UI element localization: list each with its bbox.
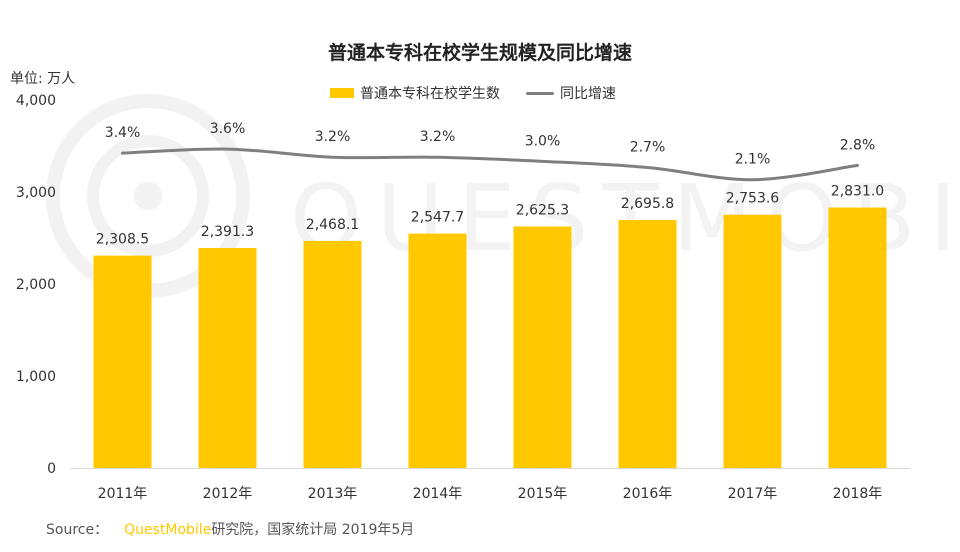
line-value-label: 3.2% xyxy=(315,129,351,145)
y-tick-label: 0 xyxy=(47,461,56,477)
line-value-label: 3.0% xyxy=(525,133,561,149)
bar-value-label: 2,695.8 xyxy=(621,196,674,212)
bar xyxy=(303,240,362,468)
x-tick-label: 2018年 xyxy=(833,486,883,502)
chart-title: 普通本专科在校学生规模及同比增速 xyxy=(327,42,632,64)
bar xyxy=(618,219,677,468)
line-value-label: 2.1% xyxy=(735,152,771,168)
bar xyxy=(828,207,887,468)
source-rest: 研究院，国家统计局 2019年5月 xyxy=(211,522,415,538)
bar-value-label: 2,468.1 xyxy=(306,217,359,233)
legend-item-line: 同比增速 xyxy=(526,83,616,103)
unit-label: 单位: 万人 xyxy=(10,71,76,87)
x-tick-label: 2017年 xyxy=(728,486,778,502)
y-tick-label: 3,000 xyxy=(16,185,56,201)
legend-item-bar: 普通本专科在校学生数 xyxy=(330,83,500,103)
line-value-label: 3.6% xyxy=(210,121,246,137)
line-value-label: 3.4% xyxy=(105,125,141,141)
x-tick-label: 2015年 xyxy=(518,486,568,502)
legend-line-label: 同比增速 xyxy=(560,86,616,102)
x-tick-label: 2014年 xyxy=(413,486,463,502)
source-note: Source： QuestMobile 研究院，国家统计局 2019年5月 xyxy=(46,519,414,539)
bar-value-label: 2,391.3 xyxy=(201,224,254,240)
bar xyxy=(93,255,152,468)
source-brand: QuestMobile xyxy=(124,522,212,538)
bar xyxy=(408,233,467,468)
bar-value-label: 2,625.3 xyxy=(516,202,569,218)
bar-value-label: 2,753.6 xyxy=(726,191,780,207)
source-prefix: Source： xyxy=(46,522,109,538)
growth-rate-line xyxy=(121,147,859,182)
bar xyxy=(198,248,257,468)
x-tick-label: 2013年 xyxy=(308,486,358,502)
x-tick-label: 2012年 xyxy=(203,486,253,502)
bar-value-label: 2,308.5 xyxy=(96,232,149,248)
bar xyxy=(723,214,782,468)
y-tick-label: 1,000 xyxy=(16,369,56,385)
bar-value-label: 2,547.7 xyxy=(411,210,464,226)
bar-value-label: 2,831.0 xyxy=(831,184,884,200)
x-tick-label: 2011年 xyxy=(98,486,148,502)
line-value-label: 2.8% xyxy=(840,137,876,153)
legend-line-swatch xyxy=(526,91,554,95)
x-tick-label: 2016年 xyxy=(623,486,673,502)
line-value-label: 3.2% xyxy=(420,129,456,145)
legend: 普通本专科在校学生数 同比增速 xyxy=(330,83,642,103)
y-tick-label: 4,000 xyxy=(16,93,56,109)
legend-bar-label: 普通本专科在校学生数 xyxy=(360,86,500,102)
line-value-label: 2.7% xyxy=(630,139,666,155)
bar xyxy=(513,226,572,468)
legend-bar-swatch xyxy=(330,88,354,98)
y-tick-label: 2,000 xyxy=(16,277,56,293)
